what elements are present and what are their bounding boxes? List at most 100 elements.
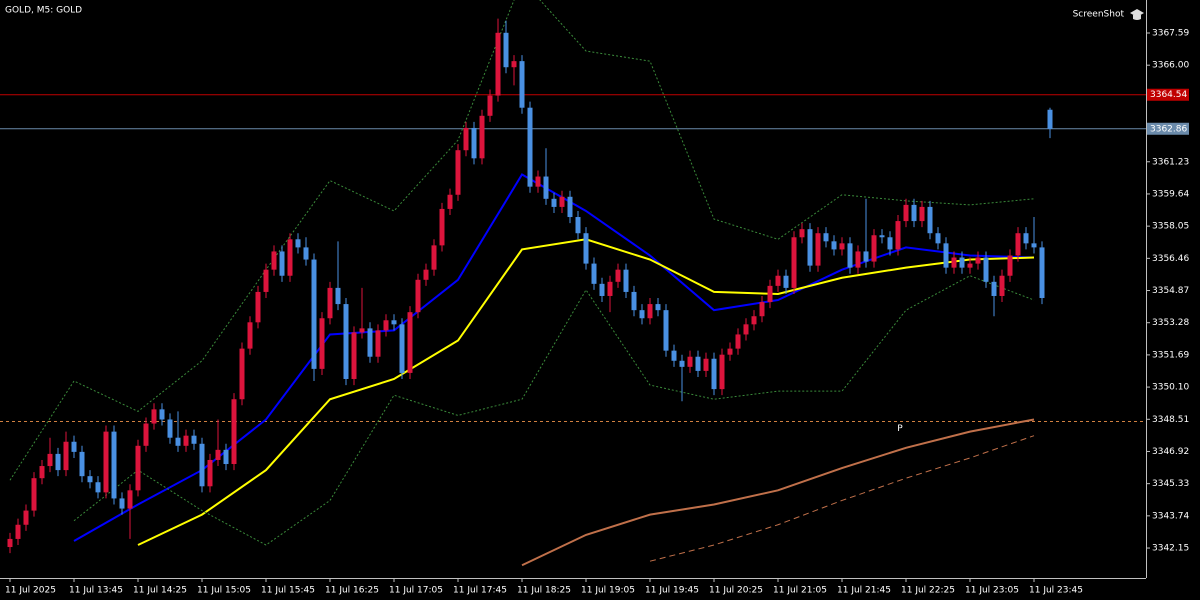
y-tick-label: 3348.51 xyxy=(1152,415,1189,425)
candle-body xyxy=(775,275,781,286)
watermark: ScreenShot xyxy=(1073,10,1125,20)
candle-body xyxy=(199,443,205,487)
candle-body xyxy=(71,441,77,452)
candle-body xyxy=(151,409,157,424)
candle-body xyxy=(399,324,405,373)
y-tick-label: 3359.64 xyxy=(1152,189,1189,199)
candle-body xyxy=(287,239,293,276)
y-tick-label: 3346.92 xyxy=(1152,447,1189,457)
y-tick-label: 3356.46 xyxy=(1152,254,1189,264)
candle-body xyxy=(495,32,501,96)
x-tick-label: 11 Jul 15:05 xyxy=(197,586,251,596)
candle-body xyxy=(783,275,789,288)
candle-body xyxy=(759,302,765,317)
candle-body xyxy=(367,328,373,357)
candle-body xyxy=(431,245,437,270)
candle-body xyxy=(1039,247,1045,299)
x-tick-label: 11 Jul 14:25 xyxy=(133,586,187,596)
candle-body xyxy=(247,322,253,349)
x-tick-label: 11 Jul 17:45 xyxy=(453,586,507,596)
y-tick-label: 3366.00 xyxy=(1152,61,1189,71)
candle-body xyxy=(63,441,69,471)
x-tick-label: 11 Jul 19:05 xyxy=(581,586,635,596)
candle-body xyxy=(519,61,525,108)
level-label: P xyxy=(897,424,903,434)
candle-body xyxy=(271,251,277,270)
y-tick-label: 3351.69 xyxy=(1152,350,1189,360)
candle-body xyxy=(463,127,469,151)
candle-body xyxy=(55,453,61,471)
x-tick-label: 11 Jul 21:45 xyxy=(837,586,891,596)
candle-body xyxy=(871,235,877,262)
x-tick-label: 11 Jul 19:45 xyxy=(645,586,699,596)
candle-body xyxy=(351,332,357,379)
candle-body xyxy=(127,490,133,509)
candle-body xyxy=(911,204,917,222)
y-tick-label: 3354.87 xyxy=(1152,286,1189,296)
candle-body xyxy=(863,251,869,262)
candle-body xyxy=(375,330,381,357)
candle-body xyxy=(511,61,517,68)
candle-body xyxy=(567,196,573,218)
candle-body xyxy=(959,257,965,268)
candle-body xyxy=(207,459,213,487)
candle-body xyxy=(599,283,605,296)
chart-title: GOLD, M5: GOLD xyxy=(5,6,82,16)
candle-body xyxy=(311,259,317,369)
x-tick-label: 11 Jul 16:25 xyxy=(325,586,379,596)
candle-body xyxy=(935,233,941,244)
indicator-line xyxy=(73,275,1035,546)
candle-body xyxy=(215,449,221,460)
candle-body xyxy=(815,233,821,266)
candle-body xyxy=(135,445,141,491)
candle-body xyxy=(559,196,565,207)
candle-body xyxy=(407,312,413,373)
y-tick-label: 3353.28 xyxy=(1152,318,1189,328)
candle-body xyxy=(695,356,701,371)
y-tick-label: 3358.05 xyxy=(1152,222,1189,232)
candle-body xyxy=(615,269,621,282)
candle-body xyxy=(47,453,53,467)
candle-body xyxy=(631,291,637,311)
candle-body xyxy=(655,304,661,311)
x-tick-label: 11 Jul 18:25 xyxy=(517,586,571,596)
candle-body xyxy=(799,229,805,238)
candle-body xyxy=(743,324,749,335)
candle-body xyxy=(831,241,837,250)
candle-body xyxy=(919,206,925,222)
candle-body xyxy=(823,233,829,242)
candle-body xyxy=(1031,243,1037,248)
indicator-line xyxy=(521,418,1035,567)
candle-body xyxy=(807,229,813,266)
y-tick-label: 3342.15 xyxy=(1152,544,1189,554)
price-tag xyxy=(1147,122,1189,135)
candle-body xyxy=(855,251,861,268)
candle-body xyxy=(479,115,485,159)
candle-body xyxy=(967,263,973,268)
candle-body xyxy=(527,107,533,187)
x-tick-label: 11 Jul 20:25 xyxy=(709,586,763,596)
candle-body xyxy=(327,287,333,319)
candle-body xyxy=(15,524,21,539)
screenshot-icon xyxy=(1130,9,1144,20)
candle-body xyxy=(279,251,285,276)
x-tick-label: 11 Jul 17:05 xyxy=(389,586,443,596)
candle-body xyxy=(1007,255,1013,276)
candle-body xyxy=(87,476,93,483)
candle-body xyxy=(839,243,845,250)
candle-body xyxy=(543,176,549,199)
price-tag-label: 3364.54 xyxy=(1150,90,1187,100)
x-tick-label: 11 Jul 23:05 xyxy=(965,586,1019,596)
price-tag xyxy=(1147,88,1189,101)
candle-body xyxy=(447,194,453,209)
candle-body xyxy=(159,409,165,420)
candle-body xyxy=(359,328,365,333)
candle-body xyxy=(879,235,885,238)
x-tick-label: 11 Jul 22:25 xyxy=(901,586,955,596)
candle-body xyxy=(335,287,341,305)
candle-body xyxy=(983,257,989,282)
candle-body xyxy=(791,237,797,288)
candle-body xyxy=(991,281,997,296)
